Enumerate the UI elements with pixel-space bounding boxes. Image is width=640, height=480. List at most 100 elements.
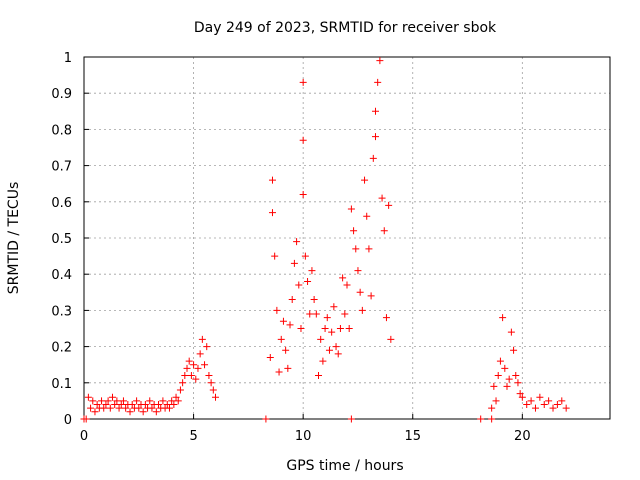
data-point-plus xyxy=(168,397,176,405)
x-tick-label: 5 xyxy=(189,429,197,444)
y-axis-ticks: 0 0.1 0.2 0.3 0.4 0.5 0.6 0.7 0.8 0.9 1 xyxy=(51,51,89,428)
data-point-plus xyxy=(317,335,325,343)
x-tick-label: 15 xyxy=(404,429,421,444)
data-point-plus xyxy=(365,245,373,253)
data-point-plus xyxy=(172,393,180,401)
data-point-plus xyxy=(135,404,143,412)
data-point-plus xyxy=(299,191,307,199)
y-tick-label: 0.7 xyxy=(51,160,72,175)
data-point-plus xyxy=(209,386,217,394)
data-point-plus xyxy=(367,292,375,300)
data-point-plus xyxy=(284,364,292,372)
data-point-plus xyxy=(347,205,355,213)
data-point-plus xyxy=(183,364,191,372)
data-point-plus xyxy=(205,372,213,380)
data-point-plus xyxy=(100,404,108,412)
data-point-plus xyxy=(347,415,355,423)
data-point-plus xyxy=(301,252,309,260)
data-point-plus xyxy=(507,328,515,336)
y-tick-label: 0.6 xyxy=(51,196,72,211)
data-point-plus xyxy=(358,306,366,314)
data-point-plus xyxy=(328,328,336,336)
data-point-plus xyxy=(496,357,504,365)
data-point-plus xyxy=(286,321,294,329)
data-point-plus xyxy=(152,408,160,416)
data-point-plus xyxy=(319,357,327,365)
data-point-plus xyxy=(378,194,386,202)
data-point-plus xyxy=(323,314,331,322)
data-point-plus xyxy=(201,361,209,369)
y-tick-label: 1 xyxy=(64,51,72,66)
data-point-plus xyxy=(262,415,270,423)
data-point-plus xyxy=(545,397,553,405)
data-point-plus xyxy=(198,335,206,343)
data-point-plus xyxy=(380,227,388,235)
data-point-plus xyxy=(488,404,496,412)
data-point-plus xyxy=(163,401,171,409)
data-point-plus xyxy=(299,136,307,144)
x-tick-label: 0 xyxy=(80,429,88,444)
data-point-plus xyxy=(488,415,496,423)
data-point-plus xyxy=(562,404,570,412)
x-tick-label: 20 xyxy=(514,429,531,444)
data-point-plus xyxy=(179,379,187,387)
data-point-plus xyxy=(207,379,215,387)
data-point-plus xyxy=(174,397,182,405)
data-point-plus xyxy=(490,382,498,390)
data-point-plus xyxy=(80,415,88,423)
data-point-plus xyxy=(512,372,520,380)
data-point-plus xyxy=(523,401,531,409)
data-point-plus xyxy=(354,267,362,275)
data-point-plus xyxy=(181,372,189,380)
data-point-plus xyxy=(304,277,312,285)
data-point-plus xyxy=(321,325,329,332)
data-point-plus xyxy=(133,397,141,405)
data-point-plus xyxy=(194,364,202,372)
chart-title: Day 249 of 2023, SRMTID for receiver sbo… xyxy=(194,20,497,36)
data-point-plus xyxy=(387,335,395,343)
grid-lines xyxy=(84,57,610,419)
data-point-plus xyxy=(87,404,95,412)
data-point-plus xyxy=(185,357,193,365)
data-point-plus xyxy=(288,296,296,304)
y-tick-label: 0.5 xyxy=(51,232,72,247)
data-point-plus xyxy=(315,372,323,380)
data-point-plus xyxy=(122,404,130,412)
data-point-plus xyxy=(106,404,114,412)
data-point-plus xyxy=(310,296,318,304)
data-point-plus xyxy=(192,375,200,383)
data-point-plus xyxy=(540,401,548,409)
data-point-plus xyxy=(374,78,382,86)
data-point-plus xyxy=(352,245,360,253)
data-point-plus xyxy=(271,252,279,260)
data-point-plus xyxy=(176,386,184,394)
data-point-plus xyxy=(293,238,301,246)
data-point-plus xyxy=(117,401,125,409)
data-point-plus xyxy=(275,368,283,376)
data-point-plus xyxy=(334,350,342,358)
data-point-plus xyxy=(196,350,204,358)
data-point-plus xyxy=(290,259,298,267)
data-point-plus xyxy=(494,372,502,380)
data-point-plus xyxy=(501,364,509,372)
data-point-plus xyxy=(187,372,195,380)
data-point-plus xyxy=(159,397,167,405)
data-point-plus xyxy=(141,401,149,409)
data-point-plus xyxy=(339,274,347,282)
data-point-plus xyxy=(84,393,92,401)
y-tick-label: 0.4 xyxy=(51,268,72,283)
data-point-plus xyxy=(104,397,112,405)
data-point-plus xyxy=(126,408,134,416)
data-point-plus xyxy=(553,401,561,409)
data-point-plus xyxy=(536,393,544,401)
data-point-plus xyxy=(343,281,351,289)
data-point-plus xyxy=(203,343,211,351)
data-point-plus xyxy=(277,335,285,343)
x-tick-label: 10 xyxy=(295,429,312,444)
data-point-plus xyxy=(165,404,173,412)
data-point-plus xyxy=(306,310,314,318)
data-point-plus xyxy=(282,346,290,354)
data-point-plus xyxy=(308,267,316,275)
data-point-plus xyxy=(492,397,500,405)
